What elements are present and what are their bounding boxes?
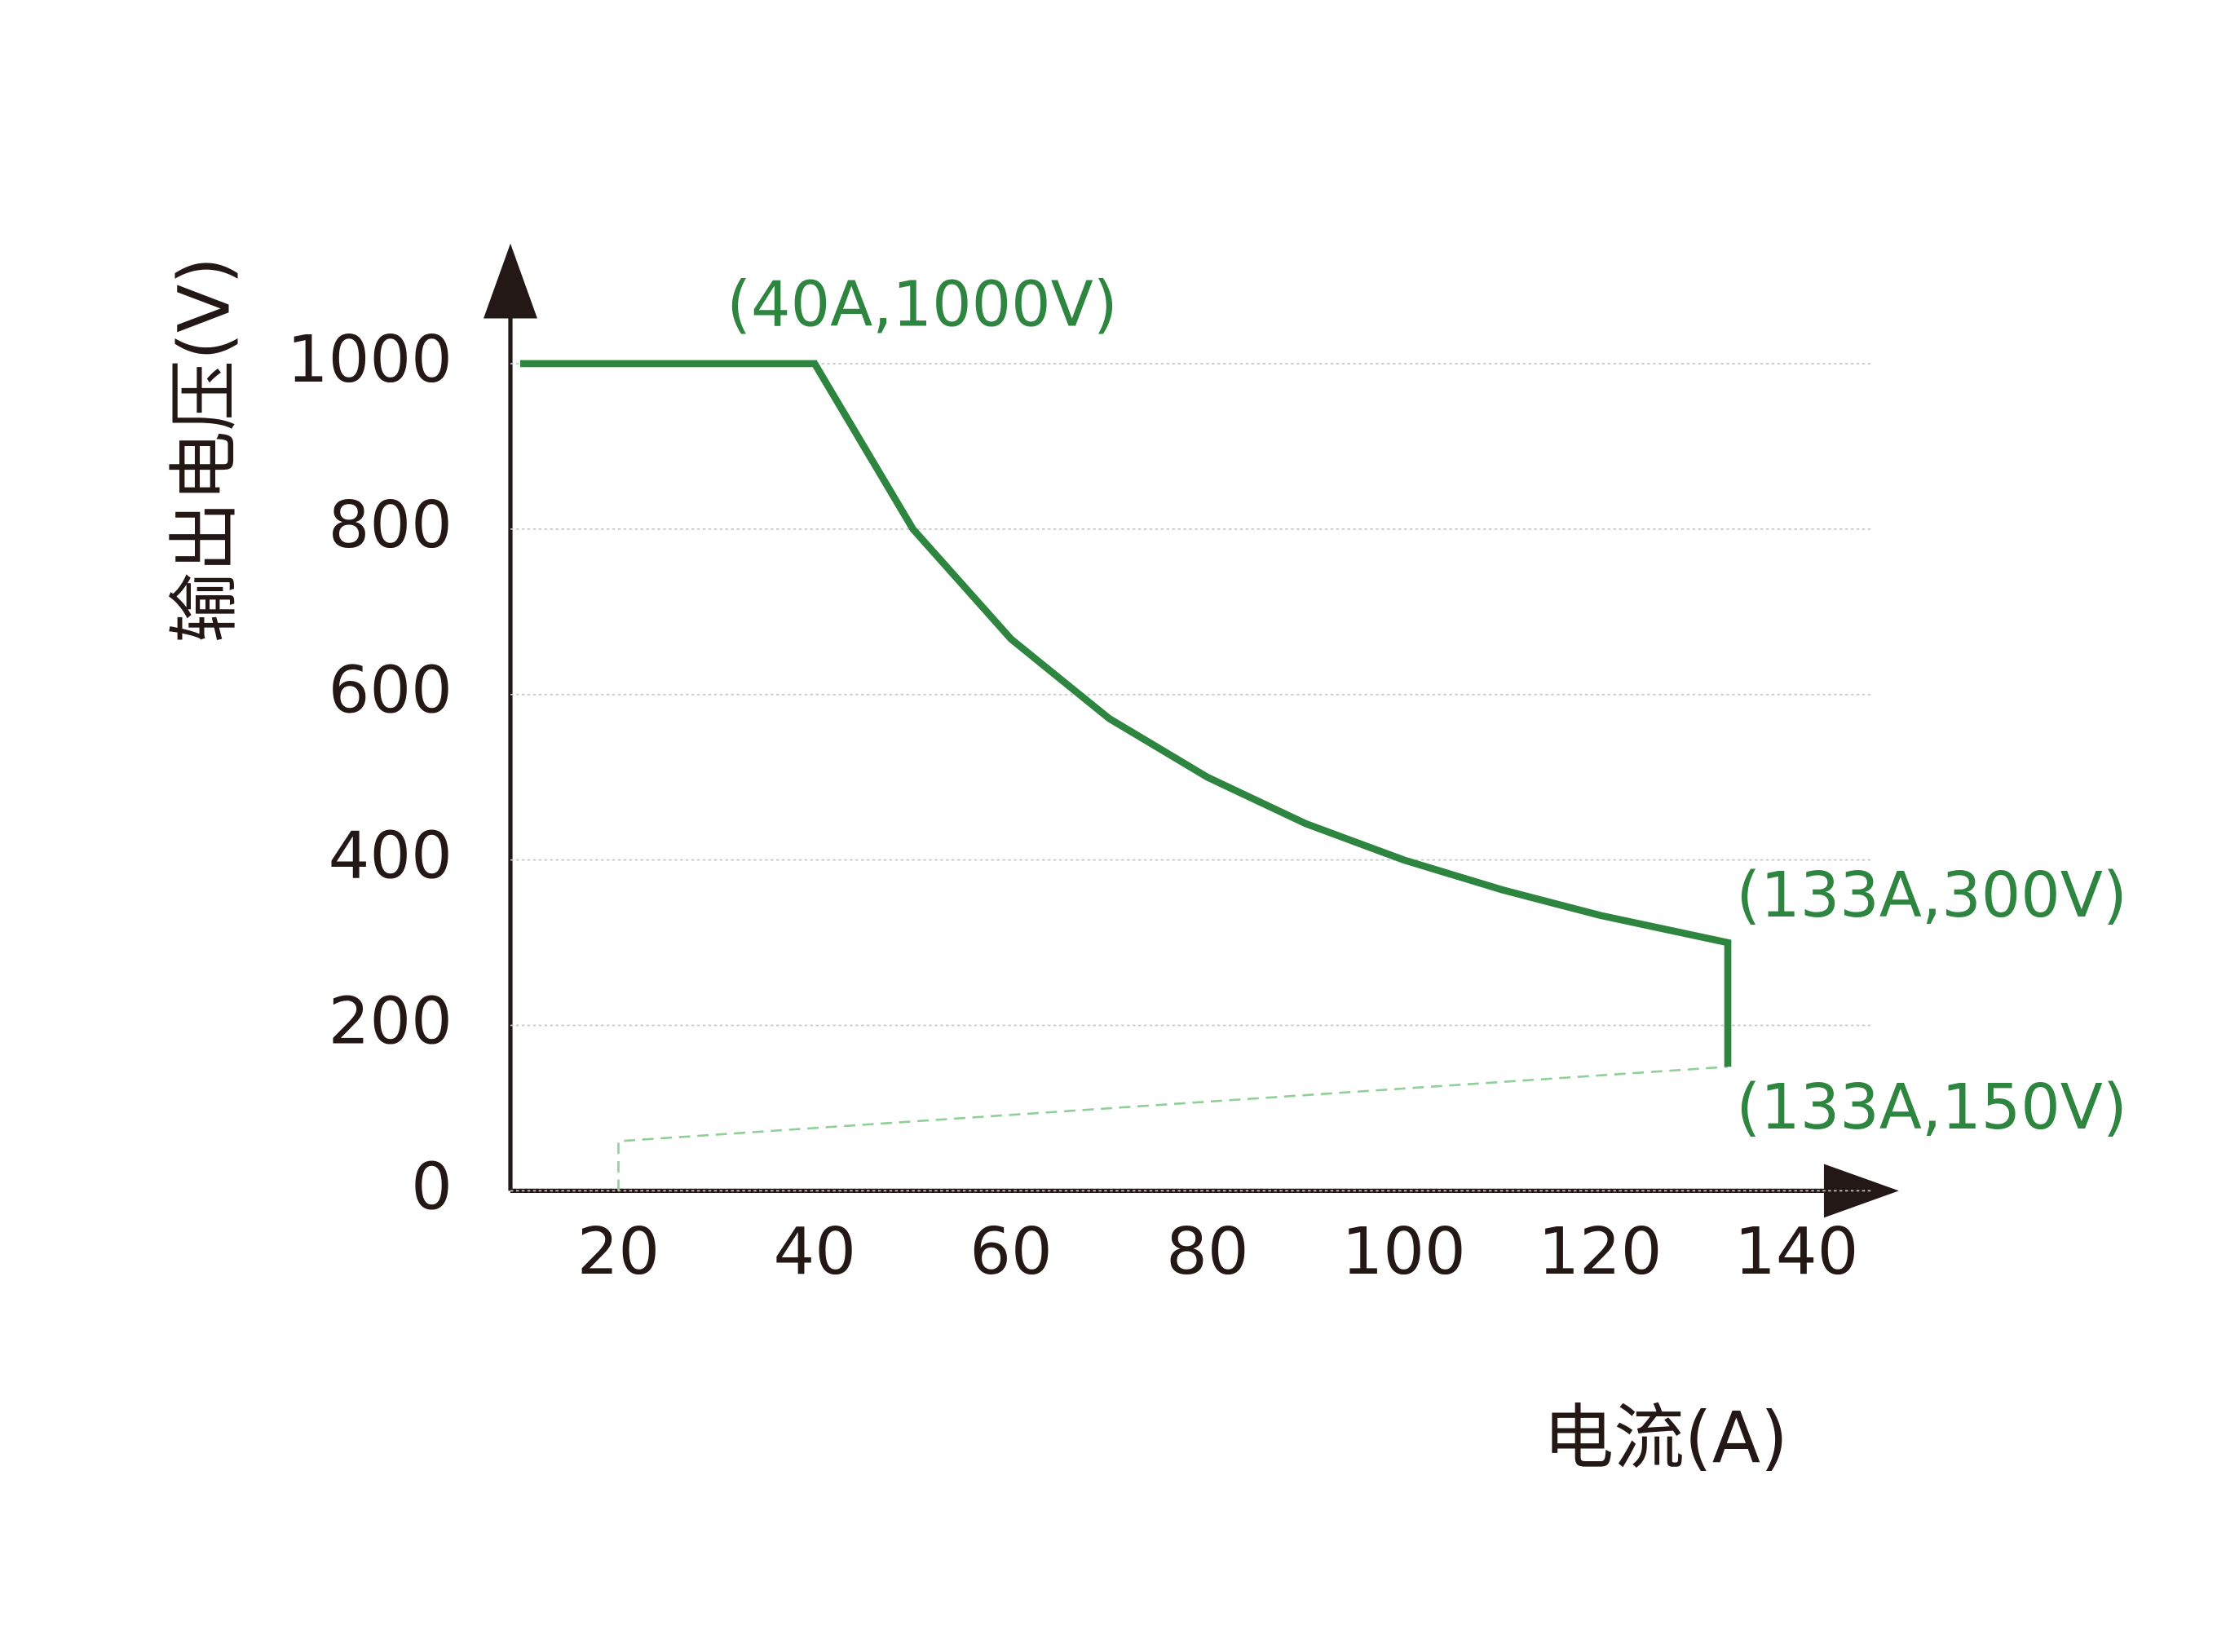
series-line xyxy=(617,1066,1729,1191)
x-tick-label: 80 xyxy=(1166,1213,1248,1289)
annotation: (133A,150V) xyxy=(1736,1071,2126,1143)
series-line xyxy=(519,360,1732,1067)
x-tick-label: 100 xyxy=(1342,1213,1466,1289)
y-tick-label: 200 xyxy=(329,983,453,1058)
annotation: (133A,300V) xyxy=(1736,859,2126,931)
x-tick-label: 40 xyxy=(773,1213,855,1289)
y-tick-label: 400 xyxy=(329,818,453,894)
x-tick-label: 20 xyxy=(577,1213,660,1289)
y-tick-label: 600 xyxy=(329,652,453,728)
y-axis-arrow xyxy=(484,243,537,319)
y-tick-label: 0 xyxy=(411,1148,453,1224)
x-tick-label: 120 xyxy=(1538,1213,1662,1289)
y-tick-label: 800 xyxy=(329,487,453,563)
x-axis-arrow xyxy=(1823,1164,1899,1218)
x-tick-label: 140 xyxy=(1734,1213,1858,1289)
annotation: (40A,1000V) xyxy=(726,267,1117,340)
y-axis-title: 输出电压(V) xyxy=(165,257,246,643)
x-tick-label: 60 xyxy=(969,1213,1052,1289)
y-tick-label: 1000 xyxy=(287,321,453,397)
x-axis-title: 电流(A) xyxy=(1544,1398,1788,1479)
